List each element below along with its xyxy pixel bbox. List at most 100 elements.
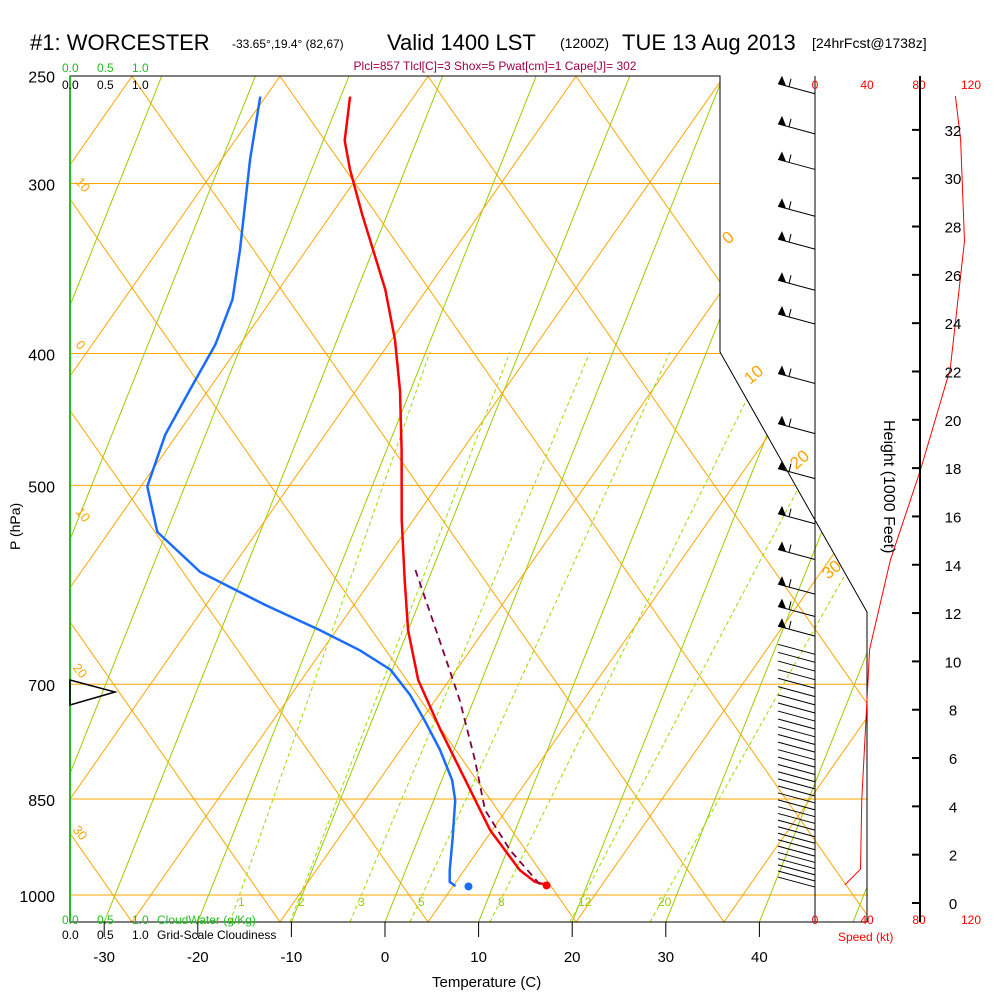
speed-axis-label: Speed (kt) <box>838 930 893 944</box>
barb-flag <box>778 151 786 162</box>
barb-shaft <box>777 845 816 857</box>
barb-flag <box>778 598 786 609</box>
isotherm <box>70 76 163 922</box>
adiabat-line <box>427 76 867 922</box>
isotherm <box>70 76 350 922</box>
wind-barb <box>777 792 816 804</box>
cloudiness-marker <box>69 679 118 706</box>
wind-barb <box>777 845 816 857</box>
height-tick-label: 2 <box>949 848 957 865</box>
isotherm <box>758 76 867 922</box>
barb-flag <box>778 460 786 471</box>
isotherm <box>290 76 631 922</box>
barb-shaft <box>777 205 816 217</box>
height-tick-label: 16 <box>945 509 962 526</box>
x-tick-label: 20 <box>564 949 581 966</box>
barb-shaft <box>777 726 816 738</box>
speed-tick-top: 120 <box>961 78 981 92</box>
isotherm <box>197 76 537 922</box>
mixing-ratio-line <box>489 351 771 922</box>
height-tick-label: 0 <box>949 896 957 913</box>
wind-barb <box>777 799 816 811</box>
theta-label: 0 <box>73 337 89 352</box>
isotherm <box>384 76 724 922</box>
speed-tick-top: 40 <box>860 78 874 92</box>
wind-barb <box>777 718 816 730</box>
cloudiness-tick-top: 1.0 <box>132 78 149 92</box>
wind-barb <box>777 365 816 384</box>
sounding-curves <box>146 96 551 891</box>
wind-barb <box>777 415 816 435</box>
adiabat-line <box>131 76 725 922</box>
barb-shaft <box>777 771 816 783</box>
height-tick-label: 12 <box>945 606 962 623</box>
barb-feather <box>788 463 792 472</box>
x-axis-label: Temperature (C) <box>432 974 541 991</box>
pressure-tick-label: 850 <box>28 793 55 810</box>
barb-shaft <box>777 870 816 882</box>
x-tick-label: 10 <box>470 949 487 966</box>
height-tick-label: 10 <box>945 654 962 671</box>
isotherm <box>571 76 867 922</box>
barb-shaft <box>777 669 816 681</box>
barb-feather <box>788 508 792 517</box>
height-axis-label: Height (1000 Feet) <box>880 420 897 553</box>
barb-flag <box>778 75 786 86</box>
pressure-tick-label: 400 <box>28 347 55 364</box>
adiabat-line <box>70 76 281 922</box>
barb-shaft <box>777 876 816 888</box>
wind-barb <box>777 598 816 617</box>
wind-barb <box>777 826 816 838</box>
wind-barb <box>777 756 816 768</box>
barb-flag <box>778 576 786 587</box>
surface-dewpoint-marker <box>464 882 473 891</box>
mixing-ratio-line <box>649 351 867 922</box>
temperature-line <box>343 96 548 887</box>
isotherm <box>478 76 818 922</box>
barb-shaft <box>777 702 816 714</box>
barb-feather <box>788 579 792 588</box>
isotherm <box>852 76 867 922</box>
height-tick-label: 32 <box>945 123 962 140</box>
barb-shaft <box>777 513 816 525</box>
theta-label: 10 <box>73 174 94 195</box>
barb-shaft <box>777 549 816 560</box>
mixing-ratio-label: 1 <box>238 895 245 909</box>
wind-speed-profile: 0040408080120120024681012141618202224262… <box>812 76 981 927</box>
barb-shaft <box>777 373 816 384</box>
utc-time: (1200Z) <box>560 35 609 51</box>
barb-shaft <box>777 799 816 811</box>
barb-shaft <box>777 686 816 698</box>
barb-shaft <box>777 806 816 818</box>
plot-border <box>69 75 868 923</box>
pressure-tick-label: 700 <box>28 678 55 695</box>
barb-shaft <box>777 756 816 768</box>
height-tick-label: 26 <box>945 268 962 285</box>
wind-barb <box>777 839 816 851</box>
mixing-ratio-label: 8 <box>498 895 505 909</box>
adiabat-line <box>70 76 577 922</box>
barb-shaft <box>777 710 816 722</box>
mixing-ratio-label: 3 <box>358 895 365 909</box>
barb-shaft <box>777 826 816 838</box>
x-tick-label: -10 <box>281 949 303 966</box>
wind-barb <box>777 272 816 291</box>
barb-shaft <box>777 778 816 790</box>
adiabat-line <box>70 76 133 922</box>
cloudwater-tick-bottom: 0.5 <box>97 913 114 927</box>
cloudwater-tick-bottom: 1.0 <box>132 913 149 927</box>
barb-shaft <box>777 851 816 863</box>
adiabat-line <box>575 76 867 922</box>
theta-label: 10 <box>740 361 767 388</box>
x-tick-label: -20 <box>187 949 209 966</box>
height-tick-label: 28 <box>945 220 962 237</box>
wind-barb <box>777 541 816 560</box>
cloudwater-tick-top: 0.0 <box>62 61 79 75</box>
barb-shaft <box>777 651 816 663</box>
wind-barb <box>777 306 816 325</box>
barb-shaft <box>777 313 816 325</box>
barb-flag <box>778 115 786 126</box>
wind-barb <box>777 806 816 818</box>
wind-barb <box>777 75 816 95</box>
